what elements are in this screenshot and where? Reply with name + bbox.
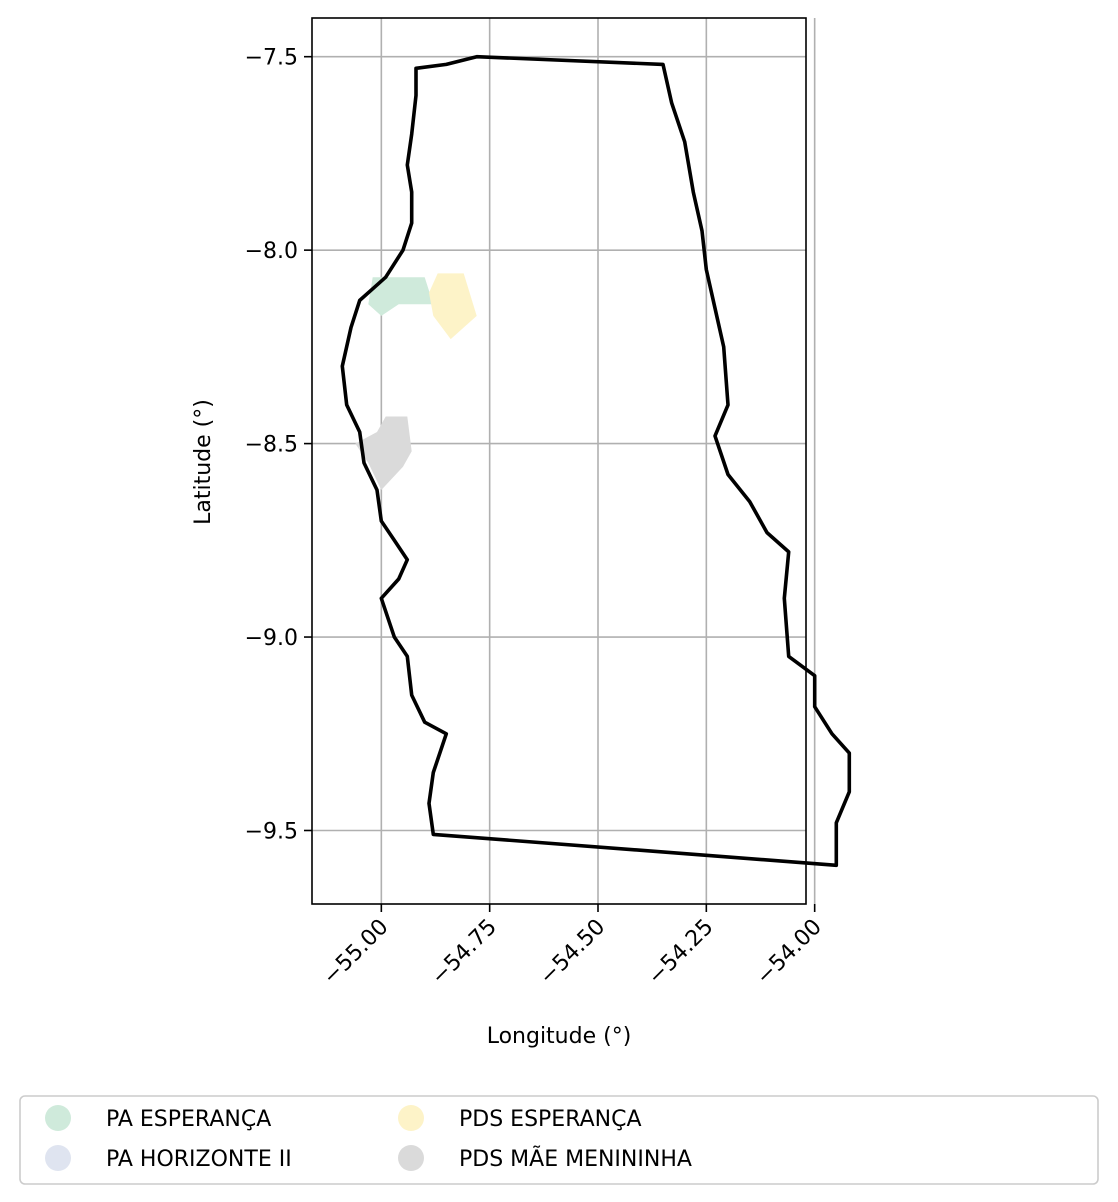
boundary-outline xyxy=(340,54,852,868)
legend-label: PA HORIZONTE II xyxy=(106,1147,292,1172)
settlement-area-polygon xyxy=(355,416,412,490)
y-tick-label: −9.0 xyxy=(245,626,298,651)
legend-marker xyxy=(398,1105,424,1131)
plot-area-frame xyxy=(311,17,807,905)
y-tick-label: −9.5 xyxy=(245,819,298,844)
y-tick-label: −8.5 xyxy=(245,433,298,458)
x-tick-label: −54.75 xyxy=(427,915,502,990)
legend-marker xyxy=(45,1105,71,1131)
settlement-area-polygon xyxy=(429,273,477,340)
x-tick-label: −54.00 xyxy=(752,915,827,990)
legend-marker xyxy=(45,1145,71,1171)
grid-lines xyxy=(312,18,816,904)
x-tick-label: −55.00 xyxy=(318,915,393,990)
legend-label: PDS MÃE MENININHA xyxy=(459,1145,692,1172)
legend-marker xyxy=(398,1145,424,1171)
legend: PA ESPERANÇA PA HORIZONTE II PDS ESPERANÇA… xyxy=(19,1095,1099,1185)
settlement-area-polygon xyxy=(368,277,434,316)
x-tick-label: −54.50 xyxy=(535,915,610,990)
legend-label: PDS ESPERANÇA xyxy=(459,1107,642,1132)
y-tick-label: −8.0 xyxy=(245,239,298,264)
y-axis-ticks: −7.5 −8.0 −8.5 −9.0 −9.5 xyxy=(245,46,312,844)
x-tick-label: −54.25 xyxy=(643,915,718,990)
y-tick-label: −7.5 xyxy=(245,46,298,71)
x-axis-ticks: −55.00 −54.75 −54.50 −54.25 −54.00 xyxy=(318,904,827,990)
settlement-areas xyxy=(355,273,477,490)
x-axis-label: Longitude (°) xyxy=(487,1024,632,1049)
municipality-boundary xyxy=(340,54,852,868)
legend-frame xyxy=(19,1095,1099,1185)
legend-label: PA ESPERANÇA xyxy=(106,1107,271,1132)
legend-items: PA ESPERANÇA PA HORIZONTE II PDS ESPERANÇA… xyxy=(45,1105,692,1172)
y-axis-label: Latitude (°) xyxy=(191,399,216,525)
